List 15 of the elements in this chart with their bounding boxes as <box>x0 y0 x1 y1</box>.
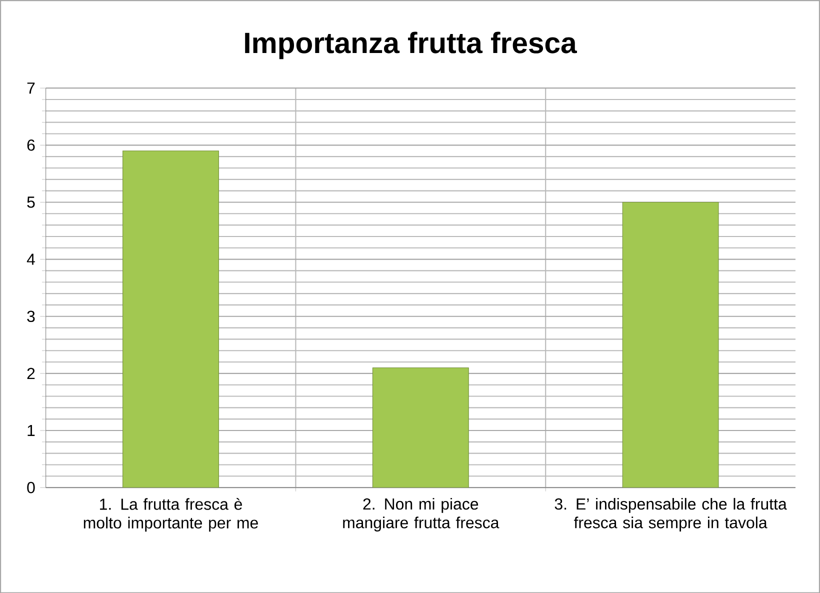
bar <box>622 202 719 488</box>
x-tick-label: 1. La frutta fresca è molto importante per me <box>84 498 258 532</box>
y-tick-label: 6 <box>27 139 35 151</box>
x-tick-label: 2. Non mi piace mangiare frutta fresca <box>343 498 500 532</box>
chart-title: Importanza frutta fresca <box>245 32 578 59</box>
x-tick-label: 3. E’ indispensabile che la frutta fresca sia sempre in tavola <box>554 498 787 532</box>
y-tick-label: 2 <box>27 368 35 379</box>
y-tick-label: 1 <box>28 424 35 436</box>
bar <box>122 150 219 488</box>
y-tick-label: 3 <box>27 310 35 322</box>
bar <box>372 367 469 488</box>
y-tick-label: 4 <box>26 254 35 265</box>
y-tick-label: 5 <box>27 196 35 208</box>
y-tick-label: 0 <box>27 482 35 494</box>
y-tick-label: 7 <box>27 82 35 94</box>
